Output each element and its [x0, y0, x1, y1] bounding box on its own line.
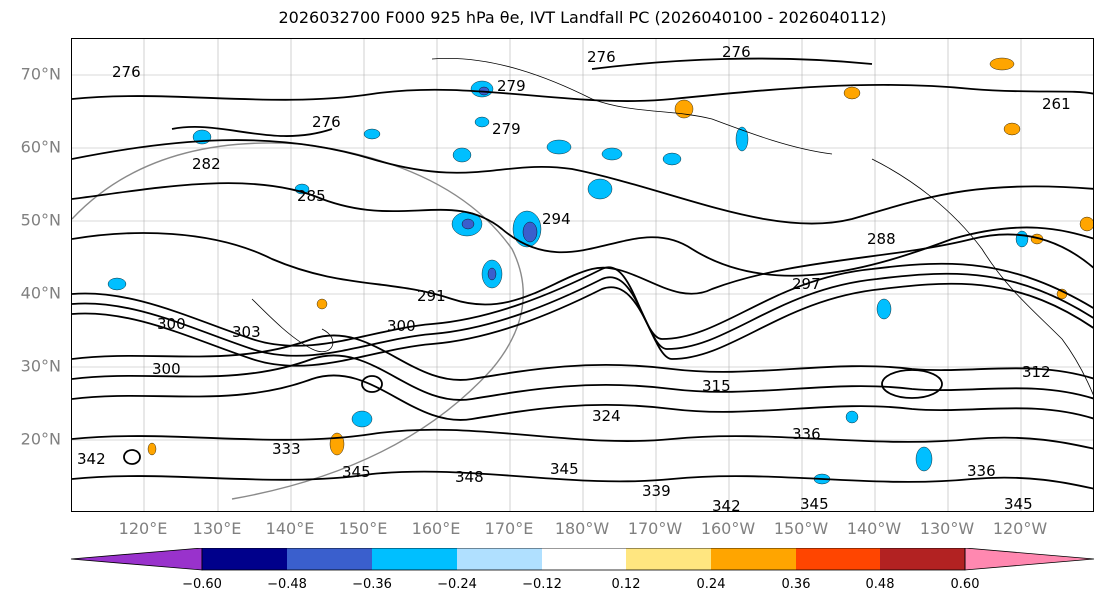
colorbar-frame [201, 548, 966, 571]
contour-value-labels: 276 276 276 279 279 282 285 288 291 294 … [77, 43, 1071, 512]
colorbar-tick: −0.60 [182, 577, 222, 592]
contour-label: 336 [967, 462, 996, 480]
ivt-pc-shading [107, 57, 1093, 485]
lon-label-160e: 160°E [411, 519, 461, 538]
lon-label-160w: 160°W [700, 519, 756, 538]
colorbar-tick: 0.60 [950, 577, 980, 592]
contour-label: 348 [455, 468, 484, 486]
contour-label: 345 [800, 495, 829, 512]
lon-label-120e: 120°E [118, 519, 168, 538]
lat-label-50n: 50°N [20, 210, 61, 230]
coastlines [251, 57, 1093, 396]
map-title: 2026032700 F000 925 hPa θe, IVT Landfall… [278, 8, 887, 27]
colorbar-segment [542, 548, 626, 570]
lon-label-170w: 170°W [627, 519, 683, 538]
colorbar-segment [796, 548, 880, 570]
lon-label-140w: 140°W [846, 519, 902, 538]
contour-label: 312 [1022, 363, 1051, 381]
colorbar-tick: 0.12 [611, 577, 641, 592]
contour-label: 291 [417, 287, 446, 305]
contour-label: 345 [550, 460, 579, 478]
colorbar-tick: −0.24 [437, 577, 477, 592]
lat-label-30n: 30°N [20, 356, 61, 376]
contour-label: 345 [1004, 495, 1033, 512]
contour-label: 345 [342, 463, 371, 481]
map-canvas: 276 276 276 279 279 282 285 288 291 294 … [72, 39, 1093, 512]
contour-label: 261 [1042, 95, 1071, 113]
contour-label: 276 [312, 113, 341, 131]
contour-label: 339 [642, 482, 671, 500]
lat-label-60n: 60°N [20, 137, 61, 157]
contour-label: 336 [792, 425, 821, 443]
colorbar-segment [287, 548, 372, 570]
landfall-region-arc [72, 142, 524, 500]
lon-label-170e: 170°E [484, 519, 534, 538]
contour-label: 300 [387, 317, 416, 335]
contour-label: 276 [587, 48, 616, 66]
colorbar-segment [372, 548, 457, 570]
lat-label-20n: 20°N [20, 429, 61, 449]
colorbar-segment [202, 548, 287, 570]
contour-label: 279 [497, 77, 526, 95]
lon-label-150w: 150°W [773, 519, 829, 538]
lat-label-70n: 70°N [20, 64, 61, 84]
lon-label-120w: 120°W [992, 519, 1048, 538]
contour-label: 288 [867, 230, 896, 248]
contour-label: 300 [157, 315, 186, 333]
contour-label: 333 [272, 440, 301, 458]
contour-label: 294 [542, 210, 571, 228]
colorbar-segment [711, 548, 796, 570]
lon-label-150e: 150°E [338, 519, 388, 538]
colorbar-tick: 0.24 [696, 577, 726, 592]
contour-label: 285 [297, 187, 326, 205]
contour-label: 282 [192, 155, 221, 173]
contour-label: 342 [77, 450, 106, 468]
lat-label-40n: 40°N [20, 283, 61, 303]
contour-label: 300 [152, 360, 181, 378]
contour-label: 303 [232, 323, 261, 341]
colorbar-extend-high [964, 548, 1095, 571]
map-panel: 276 276 276 279 279 282 285 288 291 294 … [71, 38, 1094, 512]
colorbar-segment [626, 548, 711, 570]
contour-label: 276 [722, 43, 751, 61]
colorbar-tick: −0.36 [352, 577, 392, 592]
contour-label: 297 [792, 275, 821, 293]
contour-label: 279 [492, 120, 521, 138]
contour-label: 324 [592, 407, 621, 425]
lon-label-130e: 130°E [192, 519, 242, 538]
contour-label: 342 [712, 497, 741, 512]
lon-label-180w: 180°W [554, 519, 610, 538]
lon-label-130w: 130°W [919, 519, 975, 538]
colorbar-segment [880, 548, 965, 570]
colorbar [70, 548, 1095, 571]
colorbar-segment [457, 548, 542, 570]
lon-label-140e: 140°E [265, 519, 315, 538]
colorbar-tick: −0.48 [267, 577, 307, 592]
colorbar-tick: 0.36 [781, 577, 811, 592]
contour-label: 315 [702, 377, 731, 395]
theta-e-contours [72, 57, 1093, 490]
colorbar-tick: 0.48 [865, 577, 895, 592]
colorbar-tick: −0.12 [522, 577, 562, 592]
contour-label: 276 [112, 63, 141, 81]
colorbar-extend-low [70, 548, 203, 571]
